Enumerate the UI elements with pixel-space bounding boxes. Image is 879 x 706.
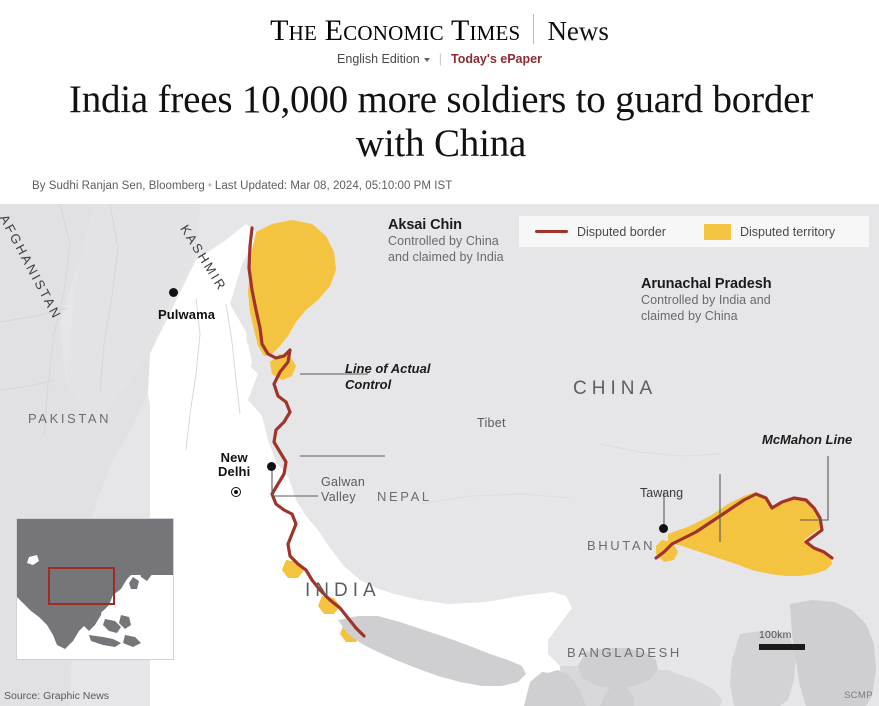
legend-item-disputed-border: Disputed border — [535, 225, 666, 239]
inset-locator-map — [16, 518, 174, 660]
city-marker-tawang — [659, 524, 668, 533]
edition-selector[interactable]: English Edition — [337, 52, 430, 66]
legend-label-disputed-border: Disputed border — [577, 224, 666, 239]
brand-row: The Economic Times News — [0, 10, 879, 47]
byline-timestamp: Last Updated: Mar 08, 2024, 05:10:00 PM … — [214, 180, 453, 192]
site-logo-text[interactable]: The Economic Times — [270, 14, 521, 47]
subnav-divider: | — [438, 52, 442, 66]
article-byline: By Sudhi Ranjan Sen, Bloomberg • Last Upda… — [32, 180, 452, 192]
publisher-credit: SCMP — [843, 690, 873, 701]
legend-label-disputed-territory: Disputed territory — [739, 224, 836, 239]
scale-bar-line — [759, 644, 805, 650]
epaper-link[interactable]: Today's ePaper — [450, 52, 542, 66]
disputed-territory-swatch-icon — [703, 223, 731, 240]
map-scale-bar: 100km — [759, 629, 805, 650]
disputed-border-line-icon — [535, 230, 568, 233]
chevron-down-icon — [423, 58, 430, 62]
city-marker-pulwama — [169, 288, 178, 297]
location-marker-galwan — [267, 462, 276, 471]
inset-highlight-box — [48, 567, 115, 605]
byline-separator-dot: • — [207, 180, 212, 192]
source-attribution: Source: Graphic News — [4, 690, 110, 702]
capital-marker-new-delhi — [231, 487, 241, 497]
section-label-news[interactable]: News — [547, 16, 609, 46]
inset-map-svg — [17, 519, 173, 659]
map-legend: Disputed border Disputed territory — [519, 216, 869, 247]
site-masthead: The Economic Times News English Edition … — [0, 0, 879, 204]
edition-label: English Edition — [337, 52, 420, 66]
map-graphic: Disputed border Disputed territory AFGHA… — [0, 204, 879, 706]
legend-item-disputed-territory: Disputed territory — [703, 223, 836, 240]
scale-bar-label: 100km — [759, 629, 792, 641]
brand-divider — [533, 14, 535, 44]
article-headline: India frees 10,000 more soldiers to guar… — [68, 78, 814, 166]
byline-author: By Sudhi Ranjan Sen, Bloomberg — [32, 180, 205, 192]
sub-navigation: English Edition | Today's ePaper — [0, 52, 879, 66]
